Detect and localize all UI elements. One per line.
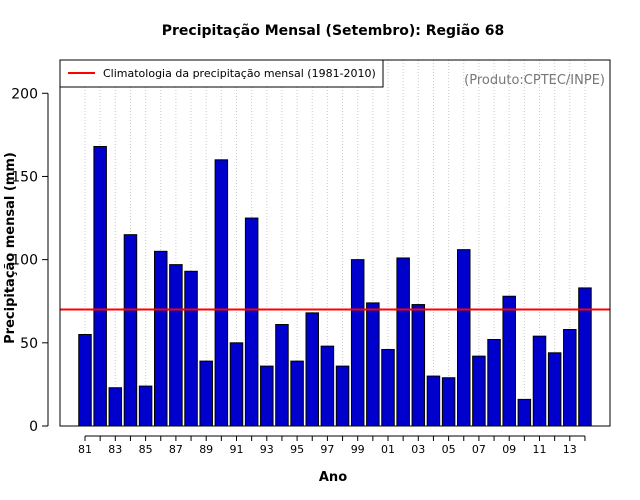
bar-91 xyxy=(229,342,244,427)
bar-10 xyxy=(517,398,532,427)
bar-83 xyxy=(108,387,123,427)
bar-86 xyxy=(154,250,168,427)
plot-frame xyxy=(59,59,611,427)
bar-90 xyxy=(214,159,229,427)
bar-08 xyxy=(487,338,501,427)
chart-title: Precipitação Mensal (Setembro): Região 6… xyxy=(162,23,505,39)
y-tick-label: 0 xyxy=(29,419,38,435)
x-tick-label: 97 xyxy=(320,443,334,456)
bar-84 xyxy=(123,234,138,427)
bar-82 xyxy=(93,146,107,427)
bar-11 xyxy=(532,335,547,427)
legend-label: Climatologia da precipitação mensal (198… xyxy=(103,67,376,80)
y-axis-label: Precipitação mensal (mm) xyxy=(3,152,18,344)
x-tick-label: 93 xyxy=(260,443,274,456)
x-tick-label: 85 xyxy=(139,443,153,456)
y-tick-label: 150 xyxy=(11,169,38,185)
x-tick-label: 89 xyxy=(199,443,213,456)
y-axis: 0 50 100 150 200 xyxy=(11,86,49,435)
y-tick-label: 100 xyxy=(11,253,38,269)
bars xyxy=(78,146,592,427)
credit-text: (Produto:CPTEC/INPE) xyxy=(464,73,605,88)
bar-13 xyxy=(563,329,577,427)
bar-03 xyxy=(411,304,426,427)
bar-85 xyxy=(138,385,153,427)
x-tick-label: 87 xyxy=(169,443,183,456)
bar-88 xyxy=(184,270,198,427)
x-tick-label: 07 xyxy=(472,443,486,456)
bar-04 xyxy=(426,375,441,427)
bar-94 xyxy=(275,324,289,427)
legend-box xyxy=(59,59,384,88)
bar-98 xyxy=(335,365,350,427)
x-tick-label: 81 xyxy=(78,443,92,456)
x-tick-label: 95 xyxy=(290,443,304,456)
bar-06 xyxy=(457,249,471,427)
bar-89 xyxy=(199,360,213,427)
bar-00 xyxy=(366,302,380,427)
bar-05 xyxy=(441,377,456,427)
bar-87 xyxy=(169,264,183,427)
bar-99 xyxy=(350,259,365,427)
legend: Climatologia da precipitação mensal (198… xyxy=(59,59,384,88)
bar-92 xyxy=(244,217,259,427)
bar-97 xyxy=(320,345,335,427)
x-tick-label: 01 xyxy=(381,443,395,456)
bar-09 xyxy=(502,295,516,427)
bar-93 xyxy=(260,365,274,427)
x-tick-label: 99 xyxy=(351,443,365,456)
bar-95 xyxy=(290,360,304,427)
bar-07 xyxy=(472,355,486,427)
bar-81 xyxy=(78,334,92,427)
x-axis: 81 83 85 87 89 91 93 95 97 99 01 03 05 07 09 11 13 xyxy=(78,435,586,456)
y-tick-label: 50 xyxy=(20,336,38,352)
bar-96 xyxy=(305,312,319,427)
x-tick-label: 91 xyxy=(230,443,244,456)
x-tick-label: 11 xyxy=(533,443,547,456)
y-tick-label: 200 xyxy=(11,86,38,102)
x-tick-label: 83 xyxy=(108,443,122,456)
grid-lines xyxy=(84,60,586,426)
x-tick-label: 09 xyxy=(502,443,516,456)
x-tick-label: 05 xyxy=(442,443,456,456)
bar-12 xyxy=(547,352,562,427)
x-axis-label: Ano xyxy=(319,470,347,485)
x-tick-label: 13 xyxy=(563,443,577,456)
bar-01 xyxy=(381,348,395,427)
bar-02 xyxy=(396,257,410,427)
x-tick-label: 03 xyxy=(411,443,425,456)
